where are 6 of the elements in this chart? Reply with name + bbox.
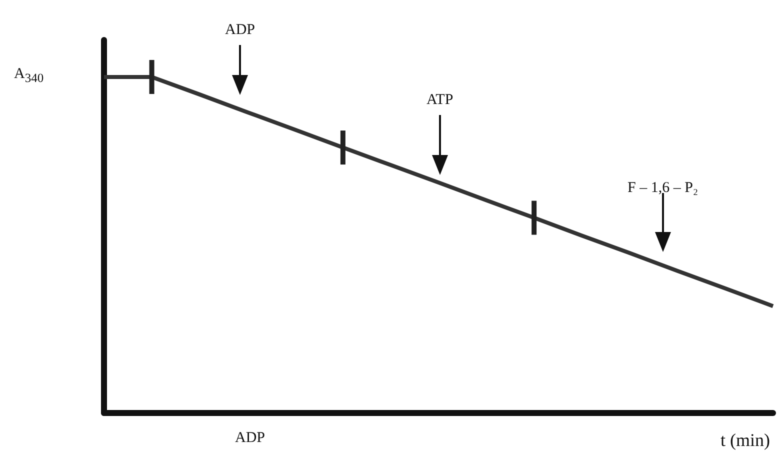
annotation: ATP bbox=[426, 92, 454, 109]
x-axis-title: t (min) bbox=[720, 430, 770, 451]
text: ADP bbox=[235, 430, 266, 447]
annotation: F – 1,6 – P₂ bbox=[628, 180, 698, 197]
y-axis-title: A$_{340}$ bbox=[14, 66, 44, 86]
text: ADP bbox=[225, 22, 256, 39]
